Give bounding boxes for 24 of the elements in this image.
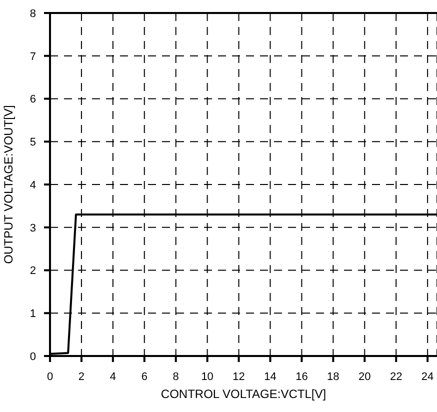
y-tick-label: 4 bbox=[30, 179, 36, 192]
y-tick-label: 1 bbox=[30, 308, 36, 320]
y-tick-label: 2 bbox=[30, 265, 36, 278]
y-tick-label: 5 bbox=[30, 136, 36, 149]
x-axis-title: CONTROL VOLTAGE:VCTL[V] bbox=[160, 387, 326, 401]
x-tick-label: 14 bbox=[264, 370, 276, 383]
x-tick-label: 20 bbox=[358, 370, 371, 383]
x-tick-label: 2 bbox=[78, 370, 85, 383]
y-tick-label: 6 bbox=[30, 94, 36, 106]
x-tick-label: 24 bbox=[421, 370, 434, 383]
x-tick-label: 4 bbox=[110, 370, 116, 383]
y-tick-label: 8 bbox=[30, 8, 36, 20]
y-tick-label: 7 bbox=[30, 50, 36, 63]
y-tick-label: 0 bbox=[30, 350, 36, 363]
x-tick-label: 12 bbox=[232, 370, 245, 383]
x-tick-label: 6 bbox=[141, 370, 148, 383]
x-tick-label: 18 bbox=[327, 370, 340, 383]
x-tick-label: 8 bbox=[172, 370, 179, 383]
x-tick-label: 0 bbox=[46, 370, 54, 383]
y-axis-title: OUTPUT VOLTAGE:VOUT[V] bbox=[1, 105, 16, 264]
x-tick-label: 16 bbox=[296, 370, 308, 383]
x-tick-label: 22 bbox=[390, 370, 402, 383]
y-tick-label: 3 bbox=[30, 222, 36, 234]
x-tick-label: 10 bbox=[201, 370, 214, 383]
